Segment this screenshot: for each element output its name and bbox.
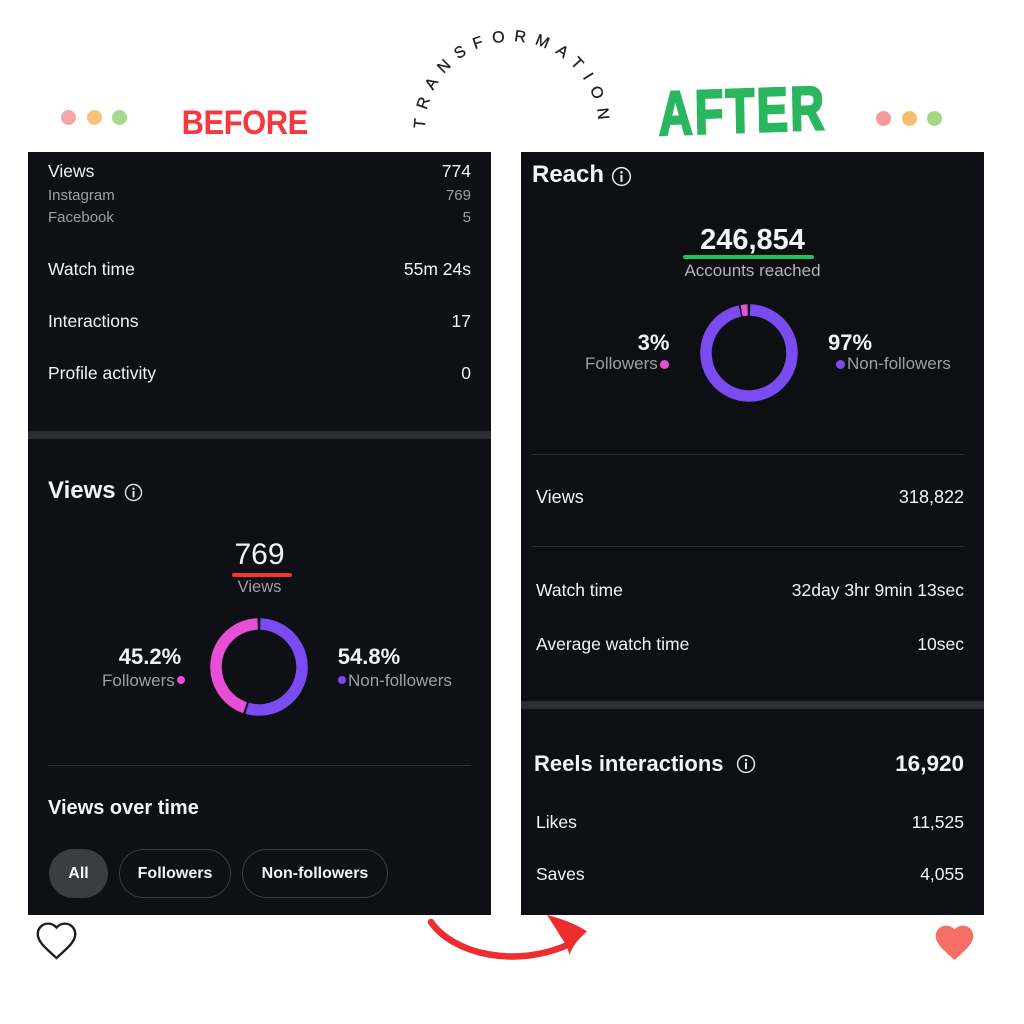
svg-text:TRANSFORMATION: TRANSFORMATION	[412, 28, 613, 129]
